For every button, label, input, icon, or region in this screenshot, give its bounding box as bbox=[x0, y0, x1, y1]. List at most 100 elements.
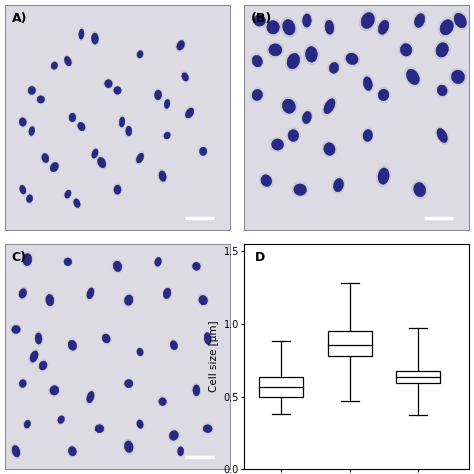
Ellipse shape bbox=[118, 115, 126, 129]
Ellipse shape bbox=[164, 98, 171, 110]
Ellipse shape bbox=[25, 193, 34, 204]
Ellipse shape bbox=[203, 425, 212, 433]
Ellipse shape bbox=[101, 332, 112, 345]
Ellipse shape bbox=[376, 18, 391, 37]
Ellipse shape bbox=[436, 43, 448, 57]
Ellipse shape bbox=[154, 255, 163, 268]
Ellipse shape bbox=[361, 12, 374, 28]
Bar bbox=[259, 377, 303, 397]
Ellipse shape bbox=[169, 339, 179, 351]
Ellipse shape bbox=[413, 11, 427, 30]
Ellipse shape bbox=[267, 20, 279, 34]
Ellipse shape bbox=[434, 40, 451, 60]
Ellipse shape bbox=[125, 295, 133, 305]
Ellipse shape bbox=[362, 74, 374, 93]
Ellipse shape bbox=[250, 87, 264, 102]
Ellipse shape bbox=[438, 17, 456, 37]
Ellipse shape bbox=[332, 176, 345, 194]
Ellipse shape bbox=[24, 420, 30, 428]
Ellipse shape bbox=[164, 100, 170, 109]
Ellipse shape bbox=[436, 83, 449, 98]
Ellipse shape bbox=[451, 70, 465, 84]
Ellipse shape bbox=[45, 292, 55, 308]
Ellipse shape bbox=[294, 184, 307, 195]
Ellipse shape bbox=[38, 359, 48, 372]
Ellipse shape bbox=[259, 173, 273, 189]
Ellipse shape bbox=[334, 178, 344, 192]
Ellipse shape bbox=[301, 11, 313, 29]
Ellipse shape bbox=[87, 288, 94, 299]
Ellipse shape bbox=[376, 165, 391, 187]
Ellipse shape bbox=[39, 361, 47, 370]
Ellipse shape bbox=[361, 128, 374, 144]
Ellipse shape bbox=[270, 137, 286, 152]
Ellipse shape bbox=[136, 419, 145, 430]
Ellipse shape bbox=[20, 185, 26, 194]
Ellipse shape bbox=[281, 17, 297, 38]
Ellipse shape bbox=[191, 261, 201, 272]
Ellipse shape bbox=[23, 254, 32, 265]
Ellipse shape bbox=[28, 86, 36, 94]
Ellipse shape bbox=[155, 90, 162, 100]
Ellipse shape bbox=[105, 80, 112, 88]
Ellipse shape bbox=[201, 423, 214, 434]
Ellipse shape bbox=[78, 27, 85, 41]
Ellipse shape bbox=[404, 66, 421, 87]
Ellipse shape bbox=[200, 147, 207, 155]
Ellipse shape bbox=[67, 338, 78, 352]
Ellipse shape bbox=[325, 20, 334, 34]
Ellipse shape bbox=[252, 13, 267, 28]
Ellipse shape bbox=[42, 154, 49, 163]
Ellipse shape bbox=[137, 348, 143, 356]
Bar bbox=[396, 371, 440, 383]
Ellipse shape bbox=[28, 349, 39, 364]
Ellipse shape bbox=[73, 199, 80, 208]
Ellipse shape bbox=[269, 44, 282, 56]
Ellipse shape bbox=[58, 416, 64, 423]
Ellipse shape bbox=[197, 294, 209, 307]
Ellipse shape bbox=[406, 69, 419, 85]
Ellipse shape bbox=[92, 149, 98, 158]
Ellipse shape bbox=[305, 46, 318, 62]
Ellipse shape bbox=[414, 14, 425, 27]
Ellipse shape bbox=[76, 121, 86, 132]
Ellipse shape bbox=[359, 9, 377, 31]
Ellipse shape bbox=[264, 18, 282, 36]
Ellipse shape bbox=[184, 106, 195, 120]
Ellipse shape bbox=[10, 443, 21, 459]
Ellipse shape bbox=[170, 341, 178, 350]
Ellipse shape bbox=[50, 385, 59, 395]
Ellipse shape bbox=[198, 146, 208, 157]
Ellipse shape bbox=[123, 293, 135, 307]
Ellipse shape bbox=[67, 445, 78, 457]
Ellipse shape bbox=[378, 168, 389, 184]
Ellipse shape bbox=[112, 259, 123, 273]
Ellipse shape bbox=[302, 14, 311, 27]
Ellipse shape bbox=[27, 85, 37, 96]
Ellipse shape bbox=[454, 13, 466, 28]
Ellipse shape bbox=[95, 425, 104, 433]
Ellipse shape bbox=[199, 295, 208, 305]
Ellipse shape bbox=[182, 73, 189, 81]
Ellipse shape bbox=[272, 139, 283, 150]
Ellipse shape bbox=[191, 383, 201, 398]
Ellipse shape bbox=[93, 423, 105, 434]
Ellipse shape bbox=[37, 96, 45, 103]
Ellipse shape bbox=[283, 99, 295, 113]
Ellipse shape bbox=[49, 161, 60, 173]
Bar bbox=[328, 331, 372, 356]
Ellipse shape bbox=[18, 183, 27, 196]
Ellipse shape bbox=[157, 396, 168, 407]
Ellipse shape bbox=[288, 129, 299, 142]
Ellipse shape bbox=[113, 261, 122, 272]
Text: D: D bbox=[255, 251, 265, 264]
Ellipse shape bbox=[192, 262, 201, 270]
Ellipse shape bbox=[136, 346, 144, 357]
Ellipse shape bbox=[119, 117, 125, 127]
Ellipse shape bbox=[19, 118, 26, 126]
Ellipse shape bbox=[158, 169, 167, 183]
Ellipse shape bbox=[437, 128, 447, 143]
Ellipse shape bbox=[36, 94, 46, 104]
Text: (B): (B) bbox=[251, 11, 272, 25]
Text: A): A) bbox=[11, 11, 27, 25]
